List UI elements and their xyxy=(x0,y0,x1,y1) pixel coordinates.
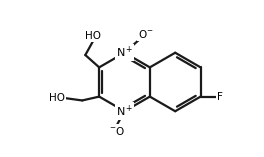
Text: O$^{−}$: O$^{−}$ xyxy=(138,28,154,40)
Text: $^{−}$O: $^{−}$O xyxy=(109,125,125,137)
Text: N$^+$: N$^+$ xyxy=(116,45,133,60)
Text: F: F xyxy=(218,92,223,102)
Text: N$^+$: N$^+$ xyxy=(116,104,133,119)
Text: HO: HO xyxy=(85,31,101,41)
Text: HO: HO xyxy=(49,93,65,103)
